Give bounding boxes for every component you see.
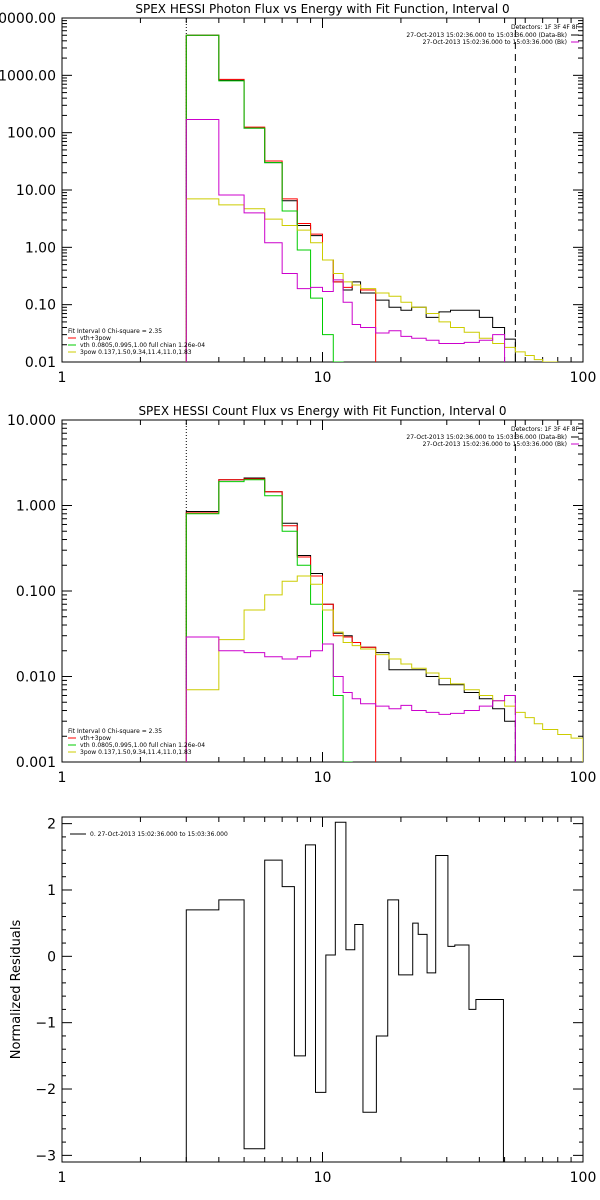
series-4-line <box>185 575 583 762</box>
y-tick-label: −2 <box>35 1082 56 1098</box>
x-tick-label: 1 <box>58 1170 67 1186</box>
legend-entry: 27-Oct-2013 15:02:36.000 to 15:03:36.000… <box>406 434 567 441</box>
x-tick-label: 10 <box>314 370 332 386</box>
legend-entry: vth 0.0805,0.995,1.00 full chian 1.26e-0… <box>80 342 205 349</box>
y-tick-label: 0.01 <box>25 355 56 371</box>
data-area <box>185 420 583 762</box>
legend-entry: vth 0.0805,0.995,1.00 full chian 1.26e-0… <box>80 742 205 749</box>
y-tick-label: −3 <box>35 1148 56 1164</box>
series-5-line <box>185 636 516 762</box>
series-2-line <box>185 478 377 762</box>
detectors-label: Detectors: 1F 3F 4F 8F <box>511 24 580 31</box>
legend-entry: vth+3pow <box>80 735 111 742</box>
x-tick-label: 10 <box>314 1170 332 1186</box>
y-tick-label: 0 <box>47 949 56 965</box>
x-tick-label: 10 <box>314 770 332 786</box>
y-tick-label: 10000.00 <box>0 11 56 27</box>
y-tick-label: 10.000 <box>7 413 56 429</box>
x-tick-label: 1 <box>58 370 67 386</box>
residual-line <box>185 821 516 1162</box>
x-tick-label: 100 <box>570 770 597 786</box>
chart-panel-1: SPEX HESSI Photon Flux vs Energy with Fi… <box>0 2 596 386</box>
series-1-line <box>185 477 516 762</box>
legend-entry: 27-Oct-2013 15:02:36.000 to 15:03:36.000… <box>406 32 567 39</box>
chart-panel-2: SPEX HESSI Count Flux vs Energy with Fit… <box>7 404 596 786</box>
legend-entry: 3pow 0.137,1.50,9.34,11.4,11.0,1.83 <box>80 749 192 756</box>
x-tick-label: 1 <box>58 770 67 786</box>
fit-info-text: Fit Interval 0 Chi-square = 2.35 <box>68 328 162 335</box>
y-tick-label: 1.00 <box>25 240 56 256</box>
data-area <box>185 821 516 1162</box>
series-1-line <box>185 34 516 362</box>
chart-panel-3: 1 10 100 −3 −2 −1 0 1 2 Normalized Residuals 0. 27… <box>9 816 597 1186</box>
legend-entry: vth+3pow <box>80 335 111 342</box>
plot-frame <box>61 816 584 1163</box>
y-tick-label: 2 <box>47 817 56 833</box>
y-tick-label: 1000.00 <box>0 68 56 84</box>
y-tick-label: 0.010 <box>16 670 56 686</box>
series-3-line <box>185 479 353 762</box>
data-area <box>185 18 559 362</box>
series-2-line <box>185 34 377 362</box>
chart-title: SPEX HESSI Count Flux vs Energy with Fit… <box>138 404 506 418</box>
y-axis-label: Normalized Residuals <box>9 920 24 1060</box>
detectors-label: Detectors: 1F 3F 4F 8F <box>511 426 580 433</box>
legend-entry: 0. 27-Oct-2013 15:02:36.000 to 15:03:36.… <box>90 831 228 838</box>
series-5-line <box>185 118 506 362</box>
legend-entry: 27-Oct-2013 15:02:36.000 to 15:03:36.000… <box>423 441 567 448</box>
legend-entry: 3pow 0.137,1.50,9.34,11.4,11.0,1.83 <box>80 349 192 356</box>
y-tick-label: 0.100 <box>16 584 56 600</box>
chart-title: SPEX HESSI Photon Flux vs Energy with Fi… <box>135 2 509 16</box>
y-tick-label: 0.10 <box>25 298 56 314</box>
y-tick-label: 1.000 <box>16 499 56 515</box>
y-tick-label: −1 <box>35 1016 56 1032</box>
x-tick-label: 100 <box>570 1170 597 1186</box>
fit-info-text: Fit Interval 0 Chi-square = 2.35 <box>68 728 162 735</box>
y-tick-label: 1 <box>47 883 56 899</box>
legend-entry: 27-Oct-2013 15:02:36.000 to 15:03:36.000… <box>423 39 567 46</box>
series-4-line <box>185 198 559 362</box>
y-tick-label: 0.001 <box>16 755 56 771</box>
series-3-line <box>185 34 344 362</box>
y-tick-label: 10.00 <box>16 183 56 199</box>
y-tick-label: 100.00 <box>7 126 56 142</box>
x-tick-label: 100 <box>570 370 597 386</box>
